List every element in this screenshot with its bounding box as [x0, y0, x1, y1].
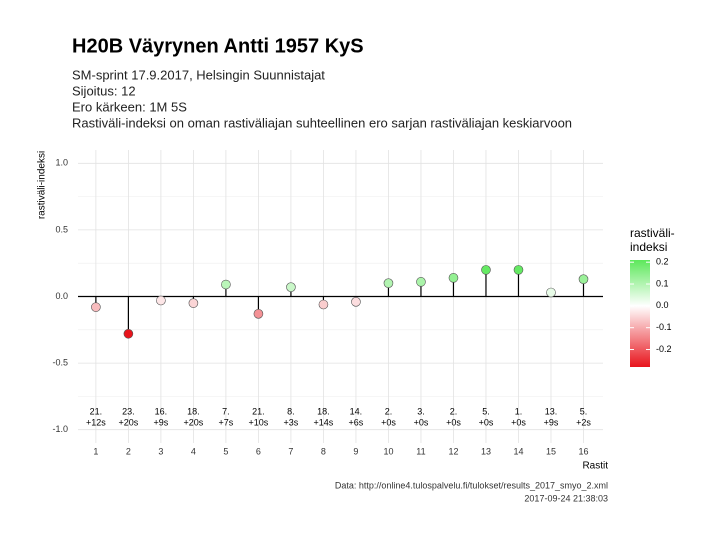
x-tick-label: 6 [256, 446, 261, 456]
x-tick-label: 14 [513, 446, 523, 456]
point-label: +12s [86, 417, 106, 427]
caption: 2017-09-24 21:38:03 [524, 493, 608, 503]
x-tick-label: 15 [546, 446, 556, 456]
point-label: +6s [349, 417, 364, 427]
legend-tick-label: 0.2 [656, 257, 669, 267]
x-tick-label: 3 [158, 446, 163, 456]
x-tick-label: 8 [321, 446, 326, 456]
caption: Data: http://online4.tulospalvelu.fi/tul… [335, 480, 608, 490]
x-tick-label: 1 [93, 446, 98, 456]
y-tick-label: -1.0 [52, 424, 68, 434]
point-label: 5. [482, 406, 490, 416]
point-label: 21. [90, 406, 103, 416]
point-label: 16. [155, 406, 168, 416]
point-label: +0s [414, 417, 429, 427]
point [123, 328, 134, 339]
point-label: +7s [219, 417, 234, 427]
point [286, 282, 296, 292]
y-tick-label: 1.0 [55, 158, 68, 168]
point-label: 2. [385, 406, 393, 416]
x-tick-label: 7 [288, 446, 293, 456]
x-tick-label: 4 [191, 446, 196, 456]
point-label: +0s [511, 417, 526, 427]
point [188, 298, 199, 308]
chart-title: H20B Väyrynen Antti 1957 KyS [72, 35, 364, 57]
subtitle: Rastiväli-indeksi on oman rastiväliajan … [72, 115, 572, 130]
point [221, 279, 231, 290]
x-tick-label: 13 [481, 446, 491, 456]
y-axis-label: rastiväli-indeksi [37, 151, 48, 219]
point-label: +10s [249, 417, 269, 427]
y-tick-label: 0.0 [55, 291, 68, 301]
y-tick-label: -0.5 [52, 357, 68, 367]
colorbar [630, 260, 650, 367]
point-label: +2s [576, 417, 591, 427]
y-tick-label: 0.5 [55, 224, 68, 234]
point [383, 278, 394, 288]
point-label: +0s [381, 417, 396, 427]
x-tick-label: 16 [578, 446, 588, 456]
legend-title: rastiväli- [630, 226, 675, 240]
point [351, 297, 361, 307]
point-label: 18. [187, 406, 200, 416]
subtitle: SM-sprint 17.9.2017, Helsingin Suunnista… [72, 67, 325, 82]
point-label: +20s [184, 417, 204, 427]
subtitle: Ero kärkeen: 1M 5S [72, 99, 187, 114]
point-label: 23. [122, 406, 135, 416]
point-label: +9s [544, 417, 559, 427]
x-tick-label: 2 [126, 446, 131, 456]
point [448, 273, 459, 283]
point [578, 274, 589, 284]
legend-tick-label: 0.0 [656, 300, 669, 310]
point-label: 2. [450, 406, 458, 416]
point-label: +0s [446, 417, 461, 427]
point-label: 18. [317, 406, 330, 416]
point [91, 302, 101, 312]
legend-tick-label: -0.2 [656, 344, 672, 354]
x-tick-label: 9 [353, 446, 358, 456]
legend-title: indeksi [630, 240, 667, 254]
point-label: 8. [287, 406, 295, 416]
subtitle: Sijoitus: 12 [72, 83, 136, 98]
point-label: 14. [350, 406, 363, 416]
point-label: 5. [580, 406, 588, 416]
point-label: +0s [479, 417, 494, 427]
point [416, 277, 426, 287]
point [513, 265, 524, 275]
x-tick-label: 10 [383, 446, 393, 456]
x-tick-label: 5 [223, 446, 228, 456]
point-label: 7. [222, 406, 230, 416]
point [156, 295, 166, 306]
x-tick-label: 12 [448, 446, 458, 456]
point-label: 3. [417, 406, 425, 416]
point-label: 13. [545, 406, 558, 416]
point [481, 265, 491, 275]
legend-tick-label: -0.1 [656, 322, 672, 332]
point-label: +9s [154, 417, 169, 427]
point-label: +3s [284, 417, 299, 427]
point [318, 299, 329, 310]
point-label: 21. [252, 406, 265, 416]
point-label: +20s [118, 417, 138, 427]
x-axis-label: Rastit [582, 461, 608, 472]
point-label: +14s [314, 417, 334, 427]
x-tick-label: 11 [416, 446, 425, 456]
point-label: 1. [515, 406, 523, 416]
point [546, 287, 556, 298]
point [253, 309, 264, 319]
legend-tick-label: 0.1 [656, 278, 669, 288]
